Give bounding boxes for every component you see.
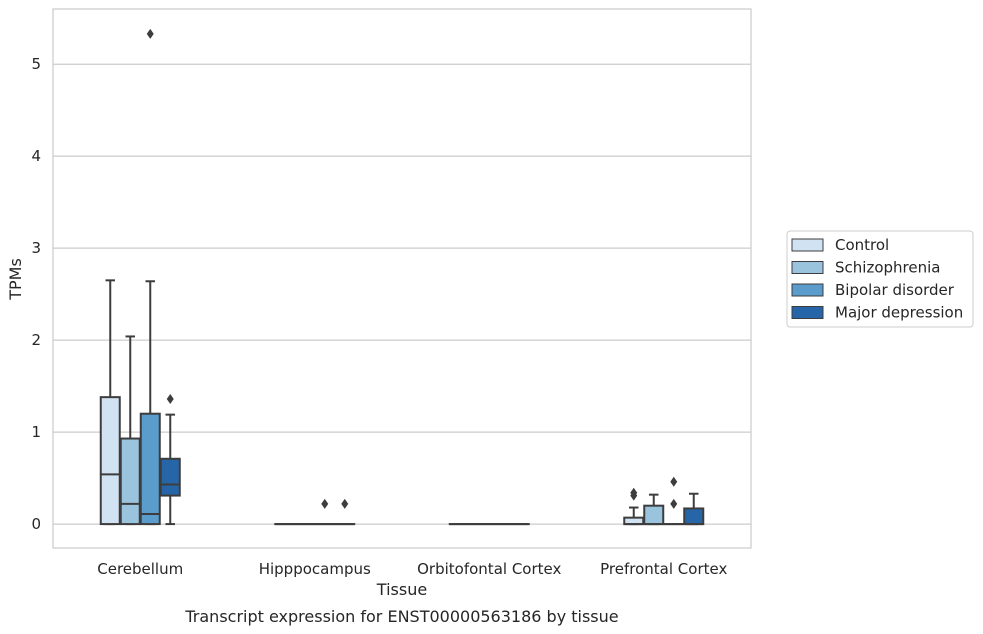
x-axis-label: Tissue [376, 580, 427, 599]
outlier-marker [321, 498, 329, 509]
y-axis-label: TPMs [6, 258, 25, 301]
box [159, 457, 181, 497]
y-tick-label: 0 [31, 515, 41, 533]
y-tick-label: 4 [31, 147, 41, 165]
box-group-1 [274, 498, 356, 526]
x-axis-ticks: Cerebellum Hipppocampus Orbitofontal Corte… [97, 560, 727, 578]
outlier-marker [630, 487, 638, 498]
y-tick-label: 1 [31, 423, 41, 441]
box [643, 504, 665, 526]
legend-swatch [791, 283, 824, 297]
legend-swatch [791, 306, 824, 319]
legend-swatch [791, 261, 824, 274]
box-groups [99, 28, 705, 526]
legend-label: Bipolar disorder [835, 281, 955, 299]
x-tick-label: Orbitofontal Cortex [417, 560, 561, 578]
box [683, 507, 705, 526]
box [119, 437, 141, 526]
legend-label: Major depression [835, 304, 963, 322]
legend-swatch [791, 238, 824, 252]
y-tick-label: 3 [31, 239, 41, 257]
outlier-marker [166, 393, 174, 404]
legend: Control Schizophrenia Bipolar disorder Majo… [786, 230, 974, 328]
outlier-marker [670, 476, 678, 487]
outlier-marker [670, 498, 678, 509]
box [99, 396, 121, 526]
figure-caption: Transcript expression for ENST0000056318… [184, 607, 618, 626]
box [139, 412, 161, 526]
x-tick-label: Hipppocampus [259, 560, 371, 578]
y-tick-label: 5 [31, 55, 41, 73]
legend-label: Schizophrenia [835, 259, 940, 277]
legend-frame [786, 230, 974, 328]
plot-frame [52, 8, 752, 549]
outlier-marker [341, 498, 349, 509]
x-tick-label: Cerebellum [97, 560, 183, 578]
box-group-0 [99, 28, 181, 526]
x-tick-label: Prefrontal Cortex [600, 560, 727, 578]
y-axis-ticks: 0 1 2 3 4 5 [31, 55, 41, 533]
outlier-marker [146, 28, 154, 39]
y-tick-label: 2 [31, 331, 41, 349]
legend-label: Control [835, 236, 889, 254]
box-group-3 [623, 476, 705, 526]
